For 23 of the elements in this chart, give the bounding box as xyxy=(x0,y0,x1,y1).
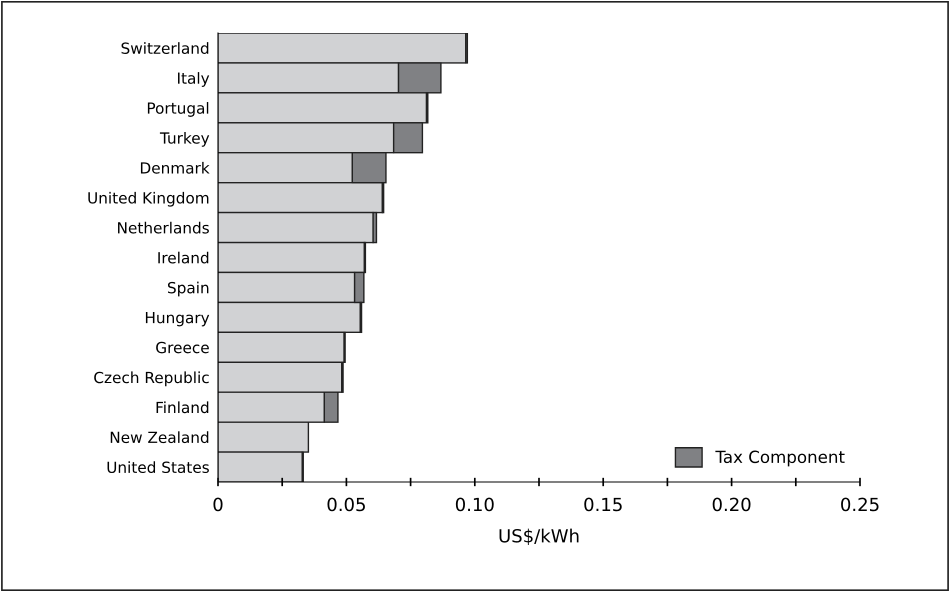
y-tick-label: United Kingdom xyxy=(88,192,208,207)
y-tick-label: Turkey xyxy=(160,132,210,147)
y-tick-label: Denmark xyxy=(140,162,210,174)
x-tick-label: 0.25 xyxy=(841,498,879,512)
y-tick-label: Ireland xyxy=(158,252,208,264)
x-axis-title: US$/kWh xyxy=(500,528,578,546)
y-tick-label: Italy xyxy=(178,72,210,87)
y-tick-label: Portugal xyxy=(148,102,208,117)
y-tick-label: Greece xyxy=(156,342,209,354)
x-tick-label: 0 xyxy=(213,498,223,512)
y-tick-label: Spain xyxy=(168,282,208,296)
x-tick-label: 0.10 xyxy=(456,498,494,512)
y-tick-label: New Zealand xyxy=(110,431,208,444)
y-tick-label: Finland xyxy=(156,401,208,414)
x-tick-label: 0.05 xyxy=(327,498,365,512)
x-tick-label: 0.20 xyxy=(712,498,750,512)
legend-label: Tax Component xyxy=(715,450,845,466)
y-tick-label: Switzerland xyxy=(122,42,208,54)
y-tick-label: Netherlands xyxy=(118,222,209,234)
y-tick-label: Hungary xyxy=(146,312,210,326)
y-tick-label: United States xyxy=(108,461,209,474)
y-tick-label: Czech Republic xyxy=(94,371,209,386)
x-tick-label: 0.15 xyxy=(584,498,622,512)
